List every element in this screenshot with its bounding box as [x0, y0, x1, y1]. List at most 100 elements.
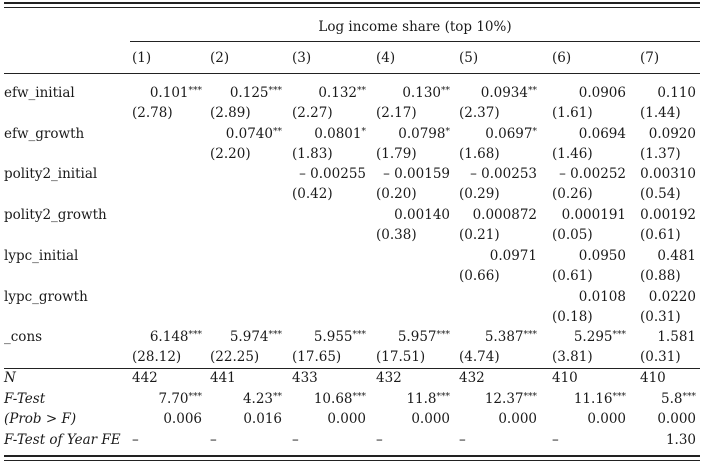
significance-stars: ***	[523, 392, 538, 402]
coefficient-value: 0.125	[229, 85, 269, 101]
coefficient-value: 0.00192	[640, 207, 696, 224]
coefficient-value: 0.0798	[398, 125, 446, 142]
t-statistic: (0.66)	[459, 267, 500, 284]
coefficient-cell: 5.387***	[485, 329, 537, 345]
significance-stars: ***	[523, 330, 538, 341]
significance-stars: ***	[268, 86, 283, 96]
coefficient-value: 12.37	[484, 391, 524, 407]
coefficient-cell: 0.132**	[318, 85, 366, 101]
coefficient-value: 0.0740	[225, 125, 273, 142]
stat-label-ftest: F-Test	[4, 391, 46, 407]
t-statistic: (1.79)	[376, 145, 417, 162]
coefficient-value: – 0.00252	[559, 166, 626, 183]
t-statistic: (0.38)	[376, 227, 417, 244]
prob-value: 0.000	[657, 411, 696, 427]
prob-value: 0.000	[587, 411, 626, 427]
row-label: efw_growth	[4, 125, 85, 142]
significance-stars: **	[528, 86, 537, 96]
t-statistic: (1.37)	[640, 145, 681, 162]
coefficient-cell: 0.0694	[579, 126, 626, 142]
year-fe-value: –	[132, 432, 139, 448]
coefficient-cell: 0.0220	[649, 289, 696, 305]
observations: 410	[552, 370, 578, 386]
column-header: (1)	[132, 50, 152, 66]
significance-stars: ***	[436, 392, 451, 402]
coefficient-value: 0.101	[149, 85, 189, 101]
top-rule	[4, 2, 700, 4]
significance-stars: **	[441, 86, 450, 96]
coefficient-cell: 0.110	[657, 85, 696, 101]
f-test-value: 5.8***	[661, 391, 696, 407]
t-statistic: (0.61)	[640, 227, 681, 244]
t-statistic: (0.88)	[640, 267, 681, 284]
coefficient-cell: 0.0950	[579, 248, 626, 264]
coefficient-value: 0.0694	[578, 125, 626, 142]
t-statistic: (0.26)	[552, 186, 593, 203]
t-statistic: (2.78)	[132, 105, 173, 121]
coefficient-value: 0.0971	[489, 247, 537, 264]
coefficient-value: 11.8	[406, 391, 437, 407]
coefficient-value: 0.0950	[578, 247, 626, 264]
coefficient-cell: 0.0801*	[314, 126, 366, 142]
significance-stars: ***	[352, 330, 367, 341]
prob-value: 0.000	[327, 411, 366, 427]
coefficient-value: 5.957	[397, 329, 437, 346]
coefficient-cell: 0.00192	[640, 207, 696, 223]
coefficient-value: 0.0108	[578, 288, 626, 305]
t-statistic: (1.46)	[552, 145, 593, 162]
coefficient-value: 5.974	[229, 329, 269, 346]
t-statistic: (0.42)	[292, 186, 333, 203]
year-fe-value: 1.30	[665, 432, 696, 448]
coefficient-cell: 0.000191	[562, 207, 626, 223]
coefficient-cell: 0.0971	[490, 248, 537, 264]
coefficient-cell: 0.0697*	[485, 126, 537, 142]
coefficient-cell: 5.974***	[230, 329, 282, 345]
t-statistic: (0.21)	[459, 227, 500, 244]
t-statistic: (0.29)	[459, 186, 500, 203]
coefficient-value: 0.132	[318, 85, 357, 101]
column-header: (3)	[292, 50, 312, 66]
prob-value: 0.006	[163, 411, 202, 427]
significance-stars: *	[445, 126, 451, 137]
significance-stars: **	[273, 126, 282, 137]
significance-stars: ***	[188, 392, 203, 402]
coefficient-value: 0.110	[657, 85, 696, 101]
coefficient-cell: 5.955***	[314, 329, 366, 345]
t-statistic: (1.61)	[552, 105, 593, 121]
coefficient-cell: – 0.00159	[383, 166, 450, 182]
coefficient-value: 4.23	[242, 391, 273, 407]
coefficient-value: 0.0697	[485, 125, 533, 142]
t-statistic: (0.54)	[640, 186, 681, 203]
t-statistic: (2.89)	[210, 105, 251, 121]
significance-stars: *	[532, 126, 538, 137]
coefficient-cell: 5.957***	[398, 329, 450, 345]
significance-stars: **	[357, 86, 366, 96]
coefficient-value: 1.581	[657, 329, 696, 346]
observations: 432	[459, 370, 485, 386]
observations: 432	[376, 370, 402, 386]
observations: 441	[210, 370, 236, 386]
observations: 410	[640, 370, 666, 386]
f-test-value: 4.23**	[243, 391, 282, 407]
coefficient-value: 0.130	[402, 85, 441, 101]
t-statistic: (22.25)	[210, 349, 260, 366]
t-statistic: (2.37)	[459, 105, 500, 121]
coefficient-value: 0.00310	[640, 166, 696, 183]
stat-label-year-fe: F-Test of Year FE	[4, 432, 121, 448]
column-header: (7)	[640, 50, 660, 66]
t-statistic: (4.74)	[459, 349, 500, 366]
column-header: (5)	[459, 50, 479, 66]
t-statistic: (0.31)	[640, 308, 681, 325]
coefficient-cell: – 0.00252	[559, 166, 626, 182]
significance-stars: ***	[188, 330, 203, 341]
significance-stars: ***	[352, 392, 367, 402]
f-test-value: 11.16***	[574, 391, 626, 407]
significance-stars: ***	[682, 392, 697, 402]
dependent-variable-header: Log income share (top 10%)	[318, 19, 512, 35]
row-label: lypc_initial	[4, 247, 79, 264]
observations: 433	[292, 370, 318, 386]
significance-stars: ***	[612, 392, 627, 402]
coefficient-value: 5.295	[573, 329, 613, 346]
prob-value: 0.016	[243, 411, 282, 427]
row-label: _cons	[4, 329, 43, 346]
